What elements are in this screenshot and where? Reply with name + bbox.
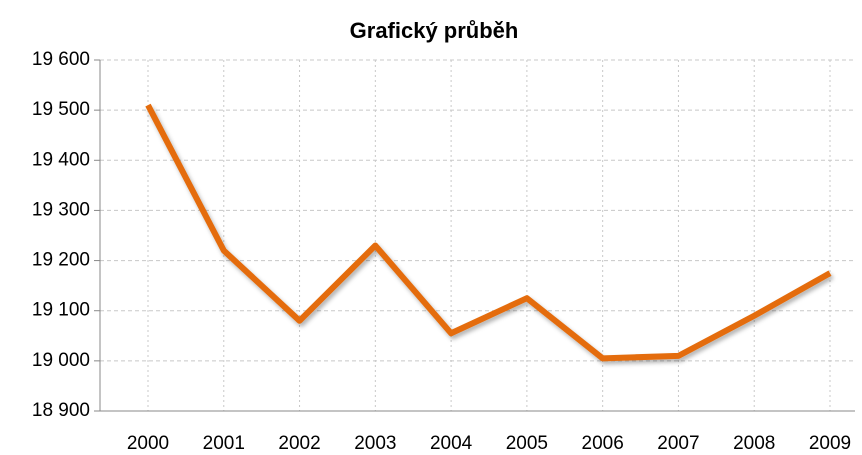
x-tick-label: 2005 bbox=[506, 433, 548, 454]
y-tick-label: 19 500 bbox=[32, 99, 90, 120]
y-tick-label: 19 400 bbox=[32, 149, 90, 170]
y-tick-label: 19 300 bbox=[32, 199, 90, 220]
x-tick-label: 2009 bbox=[809, 433, 851, 454]
x-tick-label: 2002 bbox=[278, 433, 320, 454]
chart-title: Grafický průběh bbox=[350, 18, 519, 43]
x-tick-label: 2003 bbox=[354, 433, 396, 454]
y-tick-label: 19 100 bbox=[32, 300, 90, 321]
x-tick-label: 2006 bbox=[582, 433, 624, 454]
y-tick-label: 18 900 bbox=[32, 400, 90, 421]
data-line bbox=[145, 103, 832, 362]
y-tick-label: 19 600 bbox=[32, 49, 90, 70]
x-tick-label: 2004 bbox=[430, 433, 473, 454]
x-tick-label: 2001 bbox=[203, 433, 245, 454]
x-tick-label: 2000 bbox=[127, 433, 169, 454]
x-tick-label: 2008 bbox=[733, 433, 775, 454]
x-tick-label: 2007 bbox=[657, 433, 699, 454]
y-tick-label: 19 200 bbox=[32, 250, 90, 271]
y-tick-label: 19 000 bbox=[32, 350, 90, 371]
